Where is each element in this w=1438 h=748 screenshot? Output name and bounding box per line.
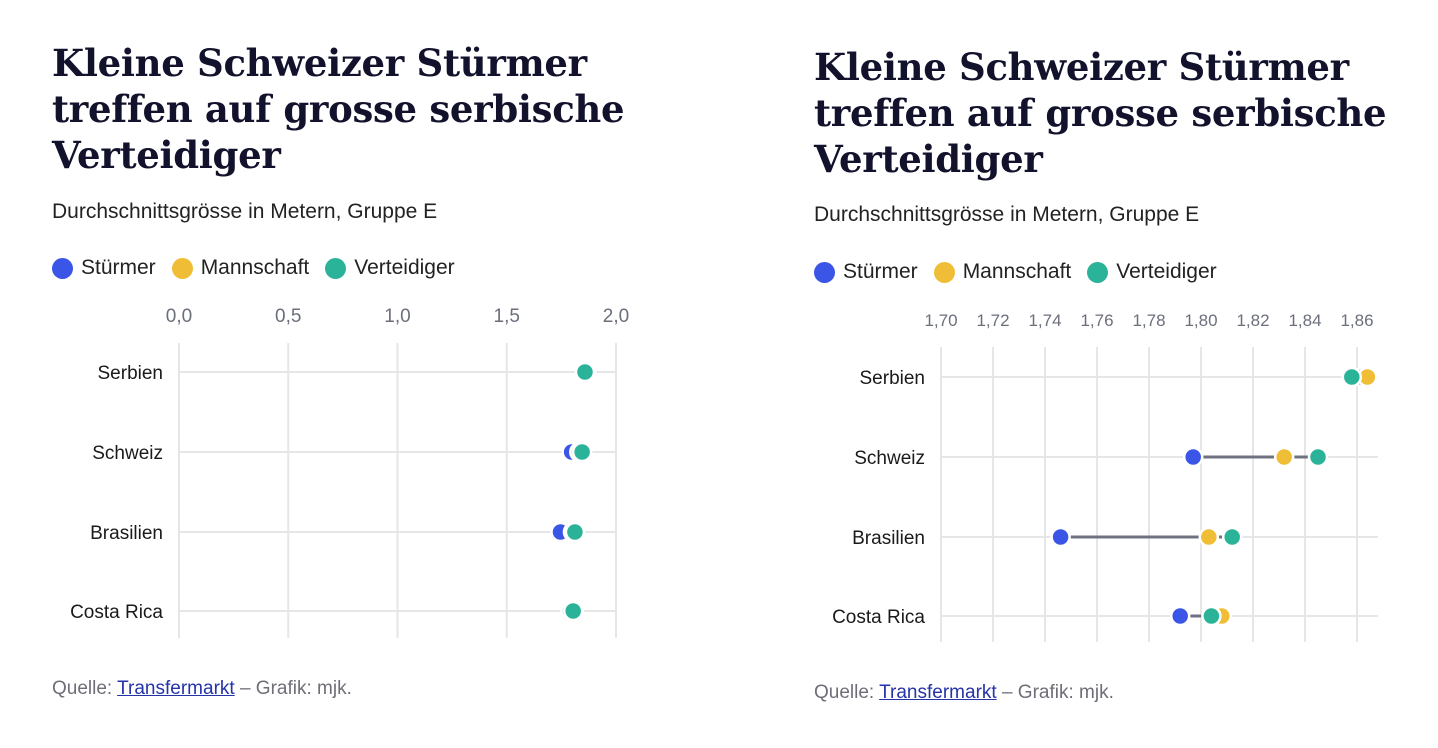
legend: Stürmer Mannschaft Verteidiger [814, 260, 1233, 284]
stuermer-dot-icon [814, 261, 835, 283]
legend-label: Verteidiger [354, 256, 455, 279]
dot-mannschaft [1273, 446, 1295, 468]
category-label: Costa Rica [70, 602, 163, 623]
chart-subtitle: Durchschnittsgrösse in Metern, Gruppe E [52, 200, 438, 223]
dot-stuermer [1182, 446, 1204, 468]
x-tick-label: 1,84 [1288, 311, 1321, 330]
source-link[interactable]: Transfermarkt [879, 682, 997, 703]
source-line: Quelle: Transfermarkt – Grafik: mjk. [52, 678, 352, 700]
dot-verteidiger [574, 361, 596, 383]
legend-item-verteidiger: Verteidiger [325, 256, 455, 280]
category-label: Brasilien [90, 523, 163, 544]
source-prefix: Quelle: [52, 678, 118, 699]
dot-mannschaft [1198, 526, 1220, 548]
category-label: Schweiz [854, 448, 925, 469]
dot-verteidiger [1221, 526, 1243, 548]
chart-subtitle: Durchschnittsgrösse in Metern, Gruppe E [814, 203, 1200, 226]
mannschaft-dot-icon [171, 257, 193, 279]
legend-item-mannschaft: Mannschaft [933, 260, 1072, 284]
dot-plot: 0,0 0,5 1,0 1,5 2,0 Serbien Schweiz Brasilien Co… [70, 306, 629, 638]
dot-verteidiger [564, 521, 586, 543]
source-suffix: – Grafik: mjk. [234, 678, 352, 699]
x-tick-label: 1,70 [924, 311, 957, 330]
stuermer-dot-icon [52, 257, 73, 279]
legend-label: Verteidiger [1116, 260, 1217, 283]
chart-title: Kleine Schweizer Stürmer treffen auf gro… [814, 45, 1387, 181]
source-link[interactable]: Transfermarkt [117, 678, 235, 699]
dot-plot: 1,70 1,72 1,74 1,76 1,78 1,80 1,82 1,84 1,86 Serb… [832, 311, 1378, 642]
x-tick-label: 1,78 [1132, 311, 1165, 330]
legend-item-stuermer: Stürmer [814, 260, 918, 284]
source-suffix: – Grafik: mjk. [996, 682, 1114, 703]
x-tick-label: 1,76 [1080, 311, 1113, 330]
dot-stuermer [1050, 526, 1071, 548]
x-tick-label: 1,0 [384, 306, 410, 327]
category-label: Costa Rica [832, 607, 925, 628]
dot-verteidiger [1201, 605, 1222, 627]
verteidiger-dot-icon [325, 257, 347, 279]
dot-verteidiger [571, 441, 593, 463]
category-label: Serbien [98, 363, 164, 384]
legend: Stürmer Mannschaft Verteidiger [52, 256, 471, 280]
x-tick-label: 1,74 [1028, 311, 1061, 330]
category-label: Schweiz [92, 443, 163, 464]
dot-verteidiger [1341, 366, 1363, 388]
x-tick-label: 0,0 [166, 306, 192, 327]
category-label: Serbien [860, 368, 926, 389]
legend-item-mannschaft: Mannschaft [171, 256, 310, 280]
x-tick-label: 1,86 [1340, 311, 1373, 330]
verteidiger-dot-icon [1087, 261, 1109, 283]
x-tick-label: 1,5 [494, 306, 520, 327]
legend-label: Stürmer [843, 260, 918, 283]
x-tick-label: 1,82 [1236, 311, 1269, 330]
legend-label: Mannschaft [200, 256, 310, 279]
source-line: Quelle: Transfermarkt – Grafik: mjk. [814, 682, 1114, 704]
source-prefix: Quelle: [814, 682, 880, 703]
dot-verteidiger [1307, 446, 1329, 468]
chart-panel-right: Kleine Schweizer Stürmer treffen auf gro… [814, 0, 1438, 748]
legend-label: Stürmer [81, 256, 156, 279]
legend-label: Mannschaft [962, 260, 1072, 283]
x-tick-label: 0,5 [275, 306, 301, 327]
dot-verteidiger [562, 600, 584, 622]
mannschaft-dot-icon [933, 261, 955, 283]
x-tick-label: 1,72 [976, 311, 1009, 330]
dot-stuermer [1169, 605, 1191, 627]
chart-title: Kleine Schweizer Stürmer treffen auf gro… [52, 41, 625, 177]
x-tick-label: 2,0 [603, 306, 629, 327]
legend-item-verteidiger: Verteidiger [1087, 260, 1217, 284]
chart-panel-left: Kleine Schweizer Stürmer treffen auf gro… [52, 0, 692, 748]
category-label: Brasilien [852, 528, 925, 549]
x-tick-label: 1,80 [1184, 311, 1217, 330]
legend-item-stuermer: Stürmer [52, 256, 156, 280]
